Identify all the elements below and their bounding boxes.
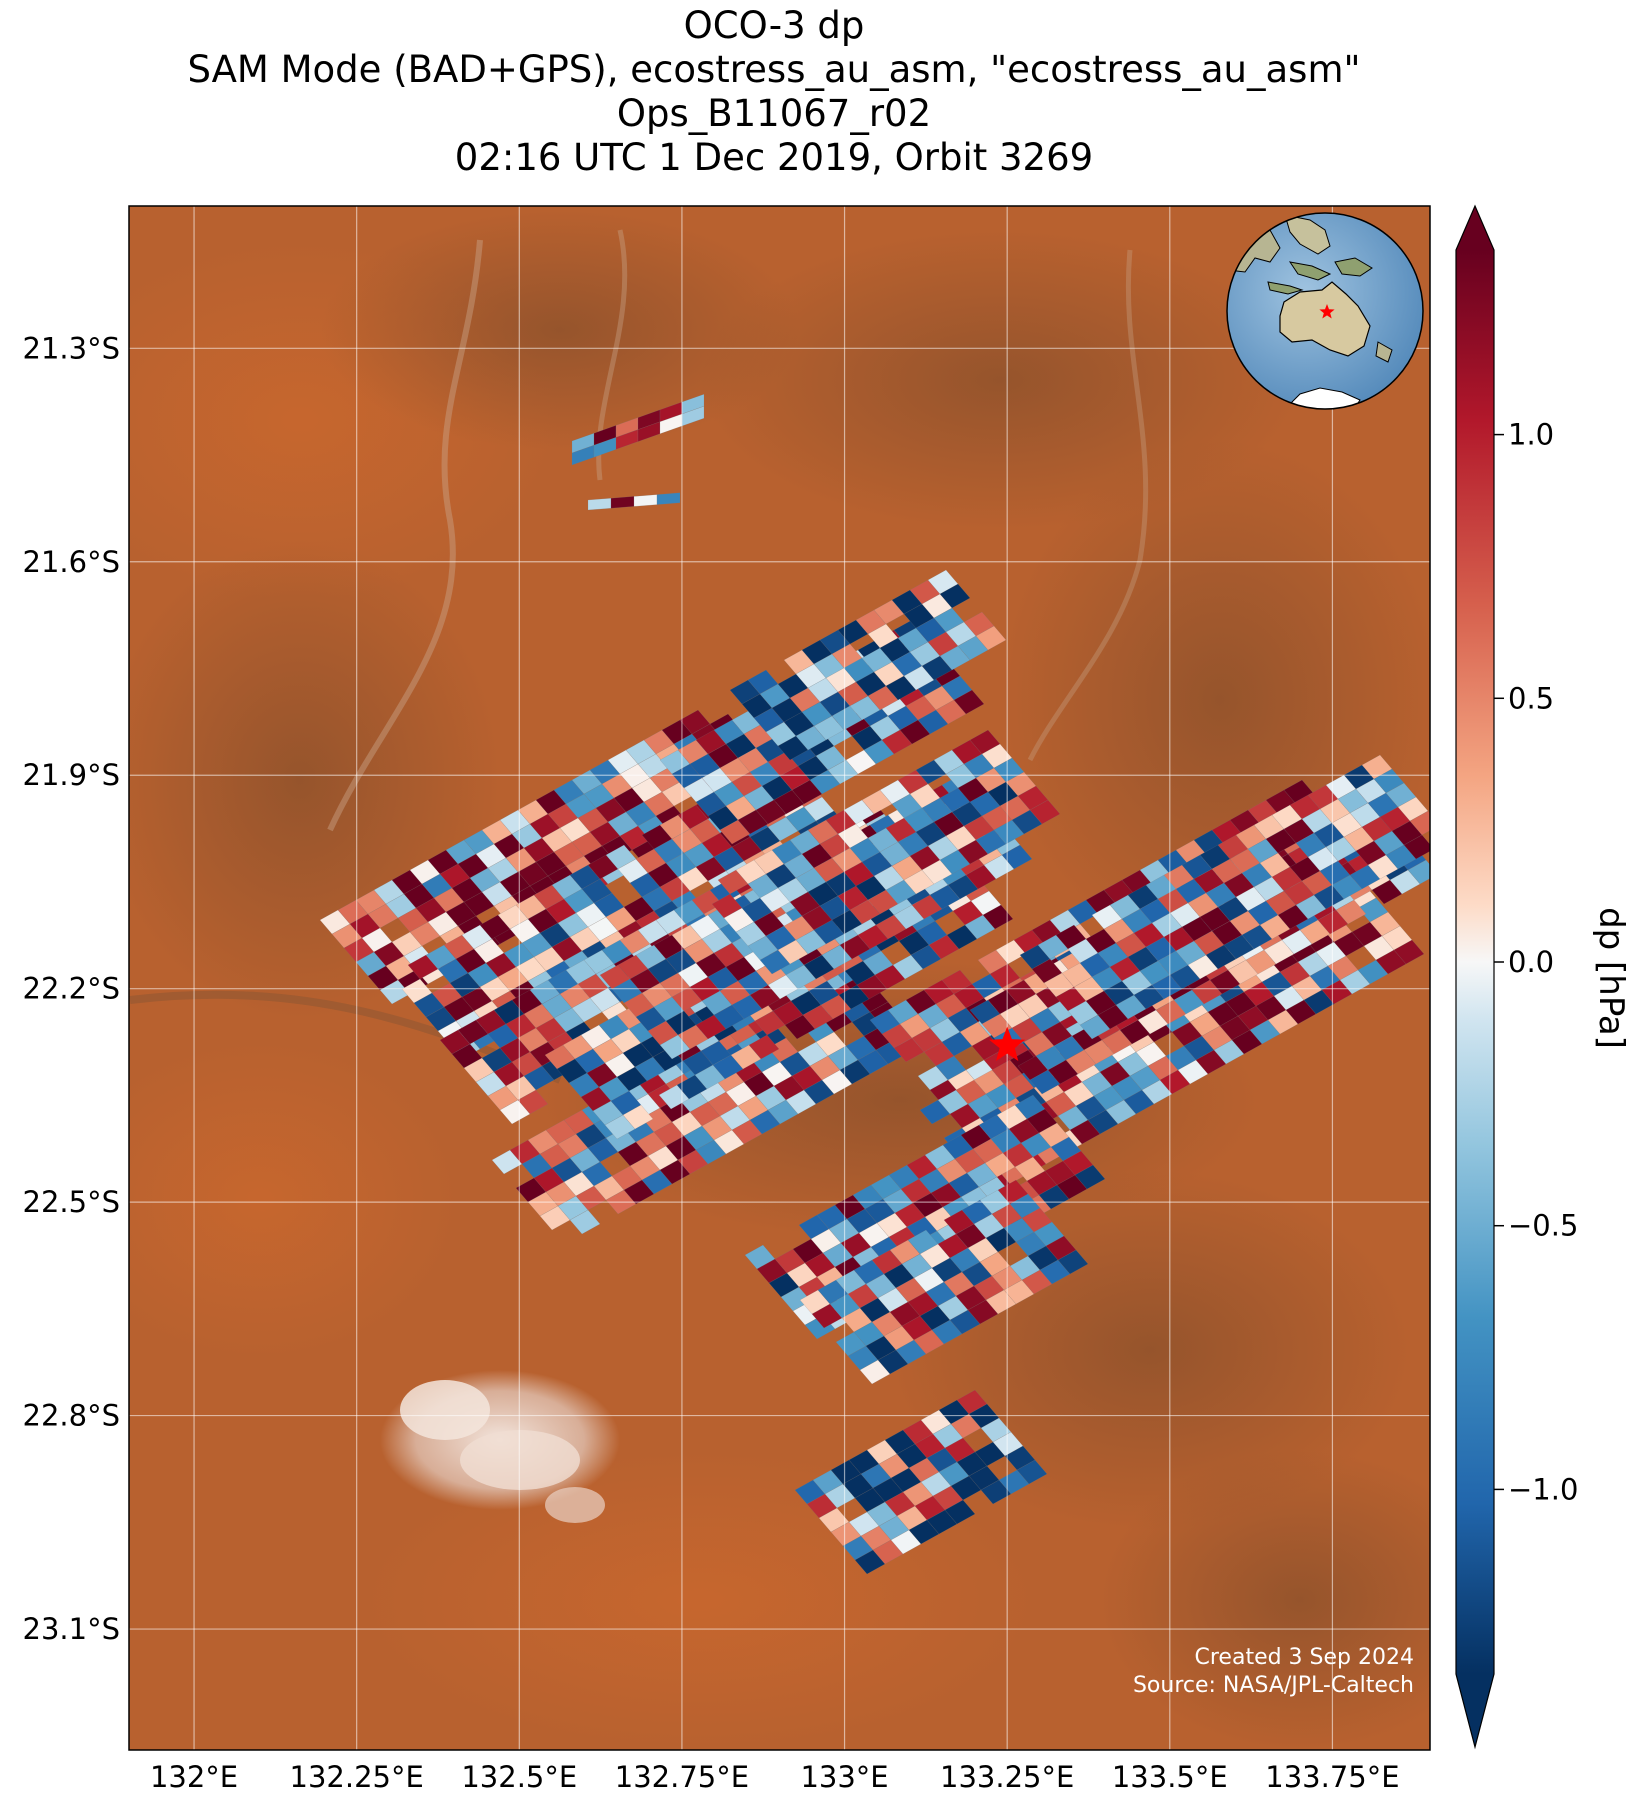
sounding-footprint [656, 492, 681, 505]
colorbar-tick-label: 0.5 [1508, 681, 1554, 715]
sounding-footprint [1393, 939, 1425, 965]
sounding-footprint [622, 1104, 654, 1130]
colorbar-extend-max [1456, 206, 1494, 250]
sounding-footprint [748, 1034, 780, 1060]
sounding-footprint [1016, 1459, 1048, 1485]
sounding-footprint [939, 583, 971, 609]
latitude-tick-label: 23.1°S [23, 1612, 120, 1646]
sounding-footprint [1403, 834, 1430, 860]
latitude-tick-label: 22.2°S [23, 972, 120, 1006]
longitude-tick-label: 132.25°E [290, 1760, 424, 1794]
sounding-footprint [975, 625, 1007, 651]
colorbar-label: dp [hPa] [1591, 907, 1631, 1049]
longitude-tick-label: 133.75°E [1265, 1760, 1399, 1794]
sounding-footprint [569, 1209, 601, 1235]
colorbar-tick-label: 0.0 [1508, 945, 1554, 979]
longitude-tick-label: 132.5°E [461, 1760, 577, 1794]
latitude-tick-label: 21.9°S [23, 758, 120, 792]
created-credit: Created 3 Sep 2024 [1195, 1645, 1415, 1670]
title-line-1: OCO-3 dp [683, 4, 865, 47]
salt-lake [380, 1370, 620, 1523]
sounding-footprint [1029, 799, 1061, 825]
colorbar-tick-label: −1.0 [1508, 1472, 1578, 1506]
sounding-footprint [1001, 844, 1033, 870]
colorbar-extend-min [1456, 1674, 1494, 1747]
sounding-footprint [1335, 899, 1367, 925]
title-line-2: SAM Mode (BAD+GPS), ecostress_au_asm, "e… [187, 48, 1361, 91]
sounding-swaths [319, 393, 1430, 1575]
title-line-3: Ops_B11067_r02 [616, 92, 932, 135]
colorbar-ticks: 1.0 0.5 0.0 −0.5 −1.0 [1494, 418, 1578, 1506]
sounding-footprint [633, 494, 658, 507]
globe-target-star-icon [1319, 304, 1335, 319]
sounding-footprint [953, 689, 985, 715]
longitude-tick-labels: 132°E 132.25°E 132.5°E 132.75°E 133°E 133.25°… [150, 1760, 1400, 1794]
longitude-tick-label: 132.75°E [615, 1760, 749, 1794]
colorbar-tick-label: 1.0 [1508, 418, 1554, 452]
sounding-footprint [982, 904, 1014, 930]
sounding-footprint [1409, 810, 1430, 836]
sounding-footprint [610, 496, 635, 509]
colorbar: 1.0 0.5 0.0 −0.5 −1.0 dp [hPa] [1455, 204, 1631, 1750]
title-line-4: 02:16 UTC 1 Dec 2019, Orbit 3269 [454, 136, 1094, 179]
sounding-footprint [1074, 1164, 1106, 1190]
latitude-tick-label: 21.6°S [23, 545, 120, 579]
sounding-footprint [944, 1499, 976, 1525]
longitude-tick-label: 133.25°E [940, 1760, 1074, 1794]
latitude-tick-label: 22.5°S [23, 1185, 120, 1219]
colorbar-tick-label: −0.5 [1508, 1209, 1578, 1243]
latitude-tick-label: 22.8°S [23, 1399, 120, 1433]
longitude-tick-label: 133°E [800, 1760, 888, 1794]
sounding-footprint [1407, 859, 1430, 885]
gridlines [129, 206, 1430, 1750]
map-frame [128, 205, 1431, 1751]
longitude-tick-label: 133.5°E [1112, 1760, 1228, 1794]
longitude-tick-label: 132°E [150, 1760, 238, 1794]
target-star-icon [989, 1026, 1026, 1061]
sounding-footprint [1057, 1249, 1089, 1275]
source-credit: Source: NASA/JPL-Caltech [1133, 1673, 1414, 1698]
sounding-footprint [517, 1089, 549, 1115]
colorbar-gradient [1456, 250, 1494, 1674]
latitude-tick-label: 21.3°S [23, 331, 120, 365]
figure-title: OCO-3 dp SAM Mode (BAD+GPS), ecostress_a… [0, 4, 1548, 180]
latitude-tick-labels: 21.3°S 21.6°S 21.9°S 22.2°S 22.5°S 22.8°S 23.1… [23, 331, 120, 1646]
sounding-footprint [587, 497, 612, 511]
